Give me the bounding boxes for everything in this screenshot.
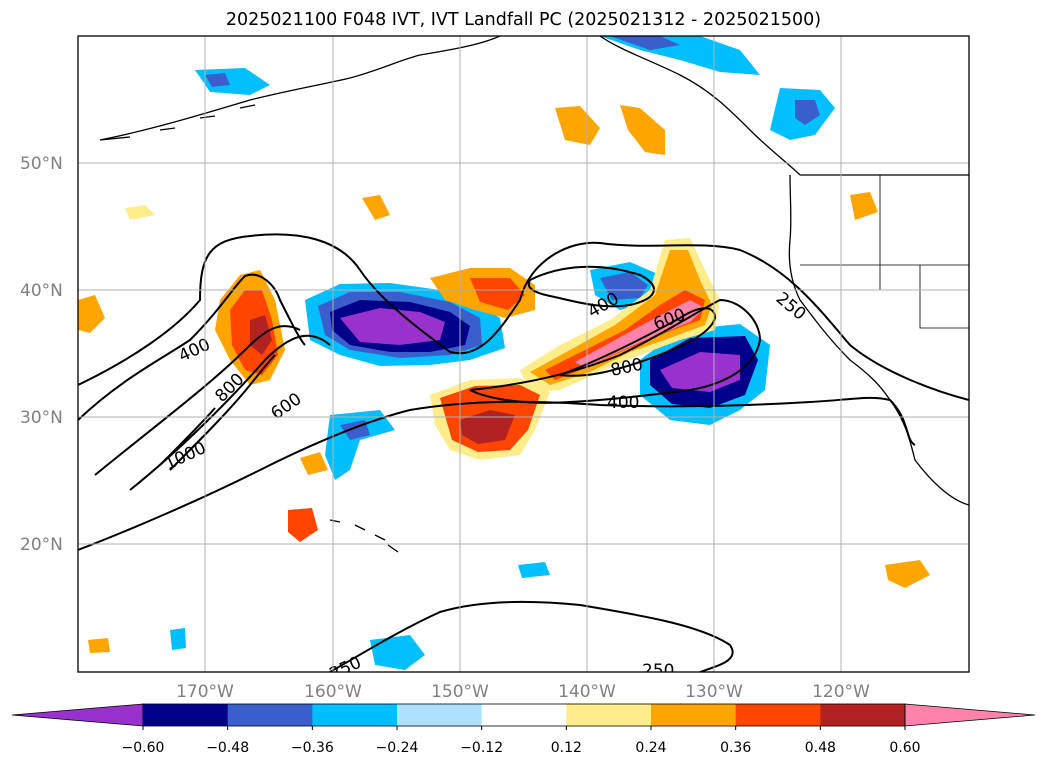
neg-anomaly-hawaii — [325, 410, 395, 480]
pos-anomaly-small-1 — [555, 106, 600, 145]
neg-anomaly-south — [370, 635, 425, 670]
ivt-contour-250-north — [78, 233, 969, 401]
lon-label-160w: 160°W — [304, 682, 362, 702]
hawaii-islands — [329, 519, 399, 553]
lon-label-120w: 120°W — [812, 682, 870, 702]
colorbar-tick-label: 0.24 — [635, 740, 666, 756]
colorbar-segment — [481, 704, 567, 726]
colorbar-outline — [142, 703, 906, 727]
ivt-contour-600-plume — [559, 307, 717, 377]
colorbar-tick-label: −0.60 — [122, 740, 165, 756]
colorbar-segment — [397, 704, 483, 726]
colorbar-tick-label: 0.48 — [805, 740, 836, 756]
lat-label-40n: 40°N — [20, 281, 63, 301]
colorbar-segment — [820, 704, 906, 726]
lat-labels: 50°N 40°N 30°N 20°N — [20, 154, 63, 555]
ivt-contour-400-a — [78, 273, 306, 421]
pos-anomaly-small-3 — [362, 195, 390, 220]
neg-anomaly-southwest — [170, 628, 186, 650]
pos-anomaly-plume-max — [575, 300, 705, 368]
north-america-coast — [788, 174, 969, 506]
ivt-contour-400-c — [527, 265, 655, 308]
ivt-contour-400-b — [94, 325, 301, 476]
colorbar-segments — [11, 703, 1036, 727]
contour-label-400-west: 400 — [176, 335, 214, 367]
coastlines — [99, 36, 969, 553]
alaska-coast — [99, 36, 501, 141]
colorbar-extend-low — [11, 703, 144, 727]
contour-label-1000: 1000 — [162, 438, 210, 474]
colorbar-tick-label: 0.36 — [720, 740, 751, 756]
colorbar-segment — [143, 704, 229, 726]
lat-label-20n: 20°N — [20, 535, 63, 555]
colorbar-segment — [566, 704, 652, 726]
gridlines — [78, 36, 969, 672]
colorbar-tick-label: −0.36 — [291, 740, 334, 756]
lon-label-150w: 150°W — [431, 682, 489, 702]
neg-anomaly-alaska — [600, 36, 760, 75]
lon-labels: 170°W 160°W 150°W 140°W 130°W 120°W — [176, 682, 870, 702]
lon-label-170w: 170°W — [176, 682, 234, 702]
colorbar-tick-label: 0.12 — [551, 740, 582, 756]
colorbar-segment — [312, 704, 398, 726]
map-title: 2025021100 F048 IVT, IVT Landfall PC (20… — [225, 10, 822, 30]
pos-anomaly-north-central-inner — [470, 278, 525, 310]
contour-label-400-plume: 400 — [607, 393, 639, 413]
colorbar-tick-label: −0.48 — [206, 740, 249, 756]
colorbar-extend-high — [904, 703, 1036, 727]
contour-label-600-west: 600 — [267, 389, 305, 424]
ivt-contour-1000 — [159, 407, 216, 466]
ivt-contour-400-plume — [469, 298, 762, 404]
alaska-panhandle — [599, 36, 801, 176]
pos-anomaly-small-5 — [125, 205, 155, 220]
map-area: 400 800 1000 600 400 600 800 400 250 250… — [78, 36, 969, 685]
contour-label-250-south: 250 — [642, 661, 674, 681]
pos-anomaly-small-4 — [78, 295, 105, 333]
neg-anomaly-north-inner — [600, 272, 648, 300]
pos-anomaly-southwest-core — [460, 410, 515, 444]
neg-anomaly-alaska-inner — [610, 36, 680, 50]
state-boundaries — [800, 175, 969, 329]
pos-anomaly-small-2 — [620, 105, 665, 155]
pos-anomaly-small-8 — [885, 560, 930, 588]
contour-label-250-southwest: 250 — [327, 653, 365, 685]
neg-anomaly-bc-inner — [795, 100, 820, 125]
lon-label-140w: 140°W — [558, 682, 616, 702]
pos-anomaly-small-9 — [300, 452, 328, 475]
pos-anomaly-small-10 — [88, 638, 110, 653]
colorbar-segment — [651, 704, 737, 726]
neg-anomaly-aleutian — [195, 68, 270, 95]
colorbar: −0.60 −0.48 −0.36 −0.24 −0.12 0.12 0.24 0.36 0.4… — [11, 703, 1036, 756]
neg-anomaly-central-max — [340, 308, 445, 345]
pos-anomaly-plume-inner — [530, 250, 712, 385]
pos-anomaly-small-7 — [850, 192, 878, 220]
aleutian-islands — [99, 104, 256, 141]
colorbar-tick-label: −0.24 — [376, 740, 419, 756]
colorbar-tick-label: 0.60 — [889, 740, 920, 756]
colorbar-tick-label: −0.12 — [460, 740, 503, 756]
ivt-contour-800 — [169, 354, 276, 471]
colorbar-segment — [227, 704, 313, 726]
ivt-contours — [78, 233, 969, 672]
neg-anomaly-south-small — [518, 562, 550, 578]
colorbar-ticks: −0.60 −0.48 −0.36 −0.24 −0.12 0.12 0.24 0.36 0.4… — [122, 726, 921, 756]
ivt-contour-250-bottom — [329, 600, 734, 672]
neg-anomaly-aleutian-inner — [205, 73, 230, 87]
pos-anomaly-small-6 — [288, 508, 318, 542]
lat-label-30n: 30°N — [20, 408, 63, 428]
lon-label-130w: 130°W — [685, 682, 743, 702]
lat-label-50n: 50°N — [20, 154, 63, 174]
colorbar-segment — [735, 704, 821, 726]
map-frame — [77, 35, 970, 673]
